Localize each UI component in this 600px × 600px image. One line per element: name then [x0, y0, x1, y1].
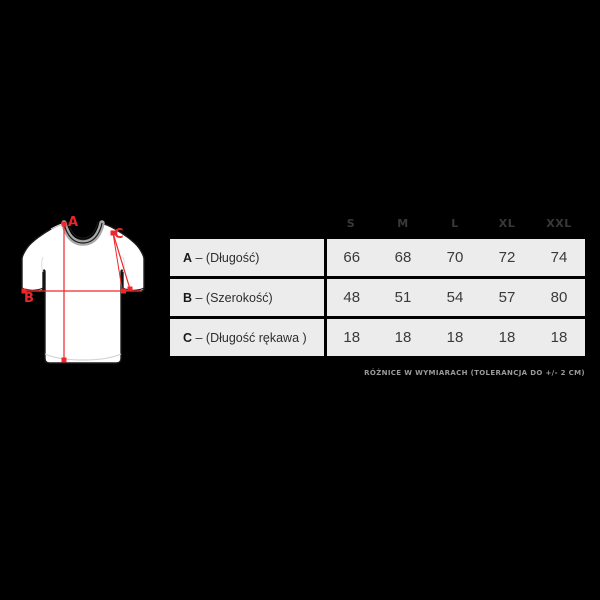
- header-size-xxl: XXL: [533, 217, 585, 239]
- row-label-c: C – (Długość rękawa ): [170, 317, 327, 356]
- row-letter-b: B: [183, 290, 193, 305]
- header-size-m: M: [377, 217, 429, 239]
- header-size-l: L: [429, 217, 481, 239]
- cell-a-l: 70: [429, 239, 481, 279]
- table-row: B – (Szerokość) 48 51 54 57 80: [170, 277, 585, 319]
- row-label-a: A – (Długość): [170, 239, 327, 279]
- cell-c-xl: 18: [481, 317, 533, 356]
- row-name-b: – (Szerokość): [192, 290, 273, 305]
- header-measure-column: [170, 217, 325, 239]
- cell-a-xl: 72: [481, 239, 533, 279]
- table-row: A – (Długość) 66 68 70 72 74: [170, 239, 585, 279]
- cell-b-m: 51: [377, 277, 429, 319]
- cell-b-xl: 57: [481, 277, 533, 319]
- dimension-label-b: B: [24, 291, 34, 306]
- cell-a-xxl: 74: [533, 239, 585, 279]
- measure-line-c: [112, 232, 131, 290]
- cell-c-m: 18: [377, 317, 429, 356]
- cell-b-s: 48: [325, 277, 377, 319]
- cell-c-s: 18: [325, 317, 377, 356]
- measurement-lines: [21, 221, 142, 363]
- row-name-c: – (Długość rękawa ): [192, 330, 307, 345]
- tshirt-body-shape: [21, 220, 145, 364]
- row-label-b: B – (Szerokość): [170, 277, 327, 319]
- row-letter-a: A: [183, 250, 193, 265]
- tolerance-footnote: RÓŻNICE W WYMIARACH (TOLERANCJA DO +/- 2…: [364, 369, 585, 377]
- dimension-label-c: C: [114, 227, 124, 242]
- row-name-a: – (Długość): [192, 250, 260, 265]
- table-header-row: S M L XL XXL: [170, 217, 585, 239]
- dimension-label-a: A: [68, 215, 79, 230]
- cell-a-s: 66: [325, 239, 377, 279]
- cell-a-m: 68: [377, 239, 429, 279]
- row-letter-c: C: [183, 330, 193, 345]
- tshirt-illustration: [18, 210, 158, 375]
- size-table: S M L XL XXL A – (Długość) 66 68 70 72 7…: [170, 217, 585, 356]
- cell-c-l: 18: [429, 317, 481, 356]
- header-size-s: S: [325, 217, 377, 239]
- cell-c-xxl: 18: [533, 317, 585, 356]
- table-row: C – (Długość rękawa ) 18 18 18 18 18: [170, 317, 585, 356]
- header-size-xl: XL: [481, 217, 533, 239]
- cell-b-l: 54: [429, 277, 481, 319]
- cell-b-xxl: 80: [533, 277, 585, 319]
- size-table-container: S M L XL XXL A – (Długość) 66 68 70 72 7…: [170, 217, 585, 356]
